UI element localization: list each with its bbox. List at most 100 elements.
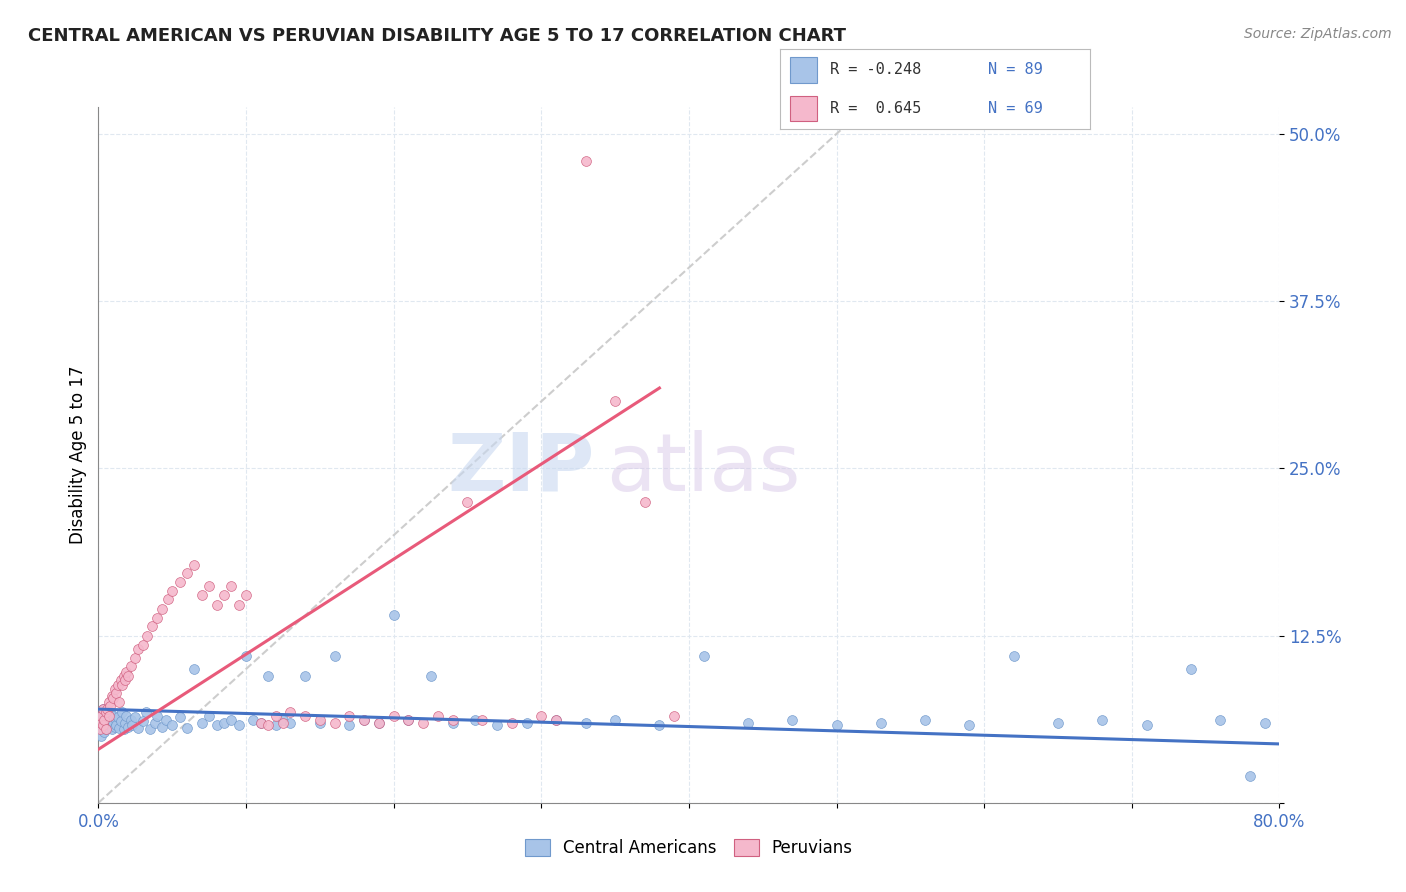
Point <box>219 713 242 727</box>
Point <box>96 713 118 727</box>
Point <box>782 713 804 727</box>
Point <box>107 678 129 692</box>
Point <box>127 721 149 735</box>
Point <box>353 713 375 727</box>
Point <box>108 696 131 710</box>
Point <box>250 715 273 730</box>
Point <box>117 669 139 683</box>
Point <box>103 708 125 723</box>
Point <box>235 648 257 663</box>
Point <box>242 713 264 727</box>
Point <box>693 648 716 663</box>
Point <box>205 598 228 612</box>
Point <box>94 723 117 737</box>
Point <box>97 696 120 710</box>
Point <box>191 589 214 603</box>
Point <box>183 558 205 572</box>
Point <box>271 715 294 730</box>
Point <box>205 718 228 732</box>
Point <box>441 713 464 727</box>
Point <box>737 715 759 730</box>
Point <box>93 724 115 739</box>
Point <box>235 589 257 603</box>
Point <box>228 718 250 732</box>
Point <box>89 723 111 737</box>
Point <box>91 718 114 732</box>
Point <box>264 718 287 732</box>
Point <box>1046 715 1069 730</box>
Point <box>104 681 127 696</box>
Point <box>648 718 671 732</box>
Point <box>90 729 112 743</box>
Legend: Central Americans, Peruvians: Central Americans, Peruvians <box>519 832 859 864</box>
Point <box>337 708 360 723</box>
Point <box>368 715 391 730</box>
Point <box>94 723 117 737</box>
Point <box>120 659 142 673</box>
Point <box>96 718 118 732</box>
Point <box>146 611 169 625</box>
Text: N = 69: N = 69 <box>987 101 1042 116</box>
Point <box>176 566 198 580</box>
Point <box>294 708 316 723</box>
Point <box>111 678 134 692</box>
Point <box>382 708 405 723</box>
Point <box>278 715 302 730</box>
Point <box>115 708 138 723</box>
Text: ZIP: ZIP <box>447 430 595 508</box>
Point <box>574 715 596 730</box>
Point <box>104 719 127 733</box>
Point <box>114 715 136 730</box>
Point <box>278 705 302 719</box>
Point <box>396 713 419 727</box>
Point <box>124 710 146 724</box>
Point <box>471 713 494 727</box>
Point <box>501 715 523 730</box>
Point <box>309 715 332 730</box>
Point <box>368 715 391 730</box>
Point <box>1002 648 1025 663</box>
Point <box>98 714 121 728</box>
Point <box>605 713 627 727</box>
Point <box>323 715 346 730</box>
Point <box>127 642 149 657</box>
Point <box>1254 715 1277 730</box>
Point <box>1239 769 1261 783</box>
Point <box>309 713 332 727</box>
Point <box>136 628 159 642</box>
Point <box>198 708 221 723</box>
Point <box>515 715 537 730</box>
Text: R =  0.645: R = 0.645 <box>830 101 921 116</box>
Point <box>1135 718 1157 732</box>
Point <box>337 718 360 732</box>
Point <box>100 689 122 703</box>
Text: Source: ZipAtlas.com: Source: ZipAtlas.com <box>1244 27 1392 41</box>
Point <box>150 602 173 616</box>
Point <box>198 579 221 593</box>
Point <box>176 721 198 735</box>
Point <box>98 699 121 714</box>
Point <box>105 713 128 727</box>
Point <box>544 713 567 727</box>
Point <box>143 715 166 730</box>
Point <box>914 713 936 727</box>
Point <box>294 669 316 683</box>
Point <box>169 575 191 590</box>
Point <box>250 715 273 730</box>
Bar <box>790 57 817 83</box>
Text: CENTRAL AMERICAN VS PERUVIAN DISABILITY AGE 5 TO 17 CORRELATION CHART: CENTRAL AMERICAN VS PERUVIAN DISABILITY … <box>28 27 846 45</box>
Point <box>427 708 450 723</box>
Point <box>530 708 553 723</box>
Point <box>264 708 287 723</box>
Text: atlas: atlas <box>606 430 800 508</box>
Point <box>212 715 235 730</box>
Point <box>323 648 346 663</box>
Point <box>91 702 114 716</box>
Point <box>89 723 111 737</box>
Point <box>869 715 891 730</box>
Point <box>382 608 405 623</box>
Point <box>93 715 115 730</box>
Point <box>98 705 121 719</box>
Point <box>90 708 112 723</box>
Point <box>108 721 131 735</box>
